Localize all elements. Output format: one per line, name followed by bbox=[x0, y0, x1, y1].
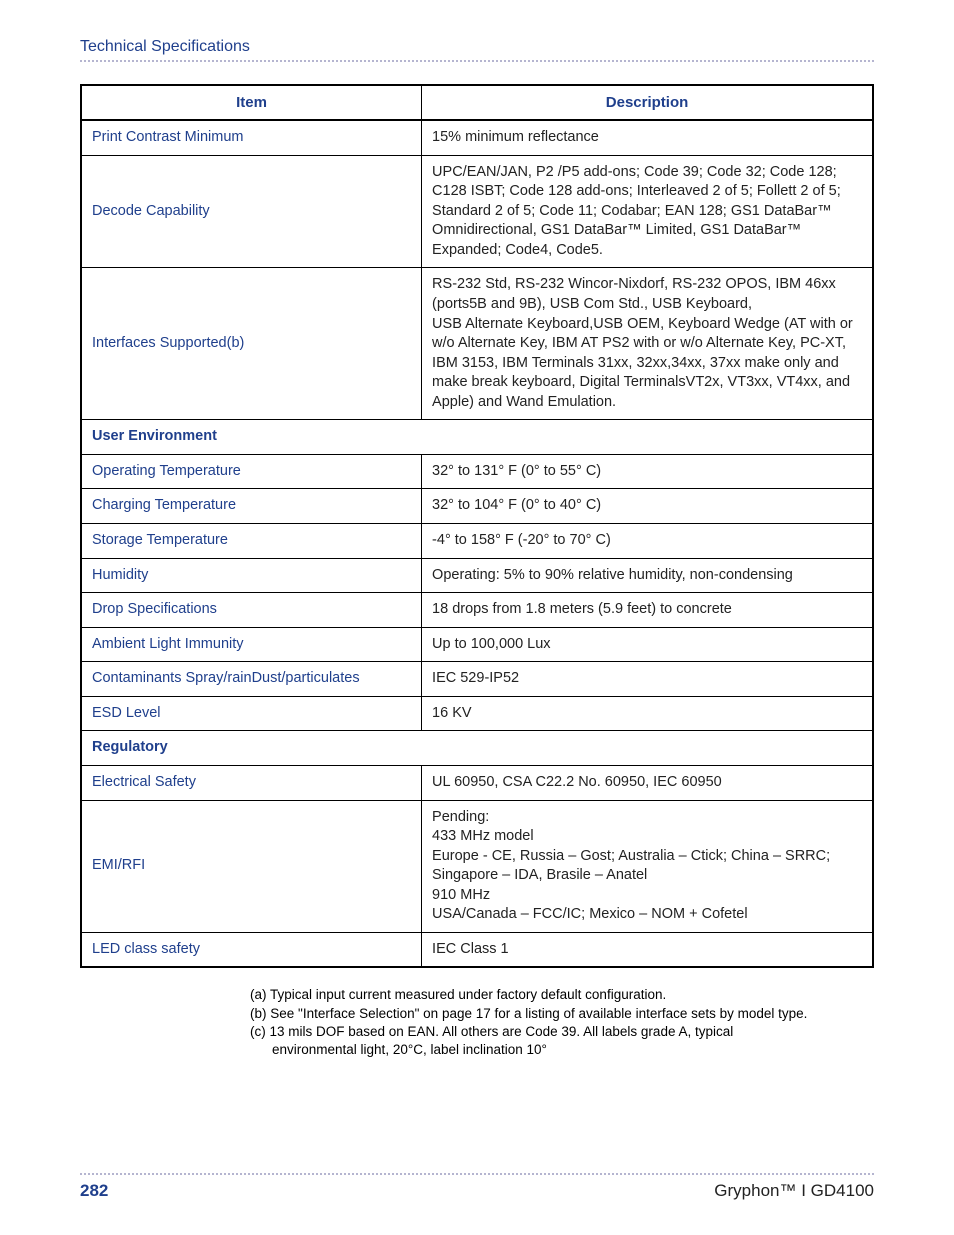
item-cell: Operating Temperature bbox=[81, 454, 422, 489]
description-cell: Pending: 433 MHz model Europe - CE, Russ… bbox=[422, 800, 873, 932]
footnote-b: (b) See "Interface Selection" on page 17… bbox=[250, 1005, 874, 1023]
table-header-row: Item Description bbox=[81, 85, 873, 120]
description-cell: UL 60950, CSA C22.2 No. 60950, IEC 60950 bbox=[422, 765, 873, 800]
document-title: Gryphon™ I GD4100 bbox=[714, 1181, 874, 1201]
description-cell: 18 drops from 1.8 meters (5.9 feet) to c… bbox=[422, 593, 873, 628]
item-cell: Ambient Light Immunity bbox=[81, 627, 422, 662]
table-row: Print Contrast Minimum15% minimum reflec… bbox=[81, 120, 873, 155]
table-row: HumidityOperating: 5% to 90% relative hu… bbox=[81, 558, 873, 593]
table-row: ESD Level16 KV bbox=[81, 696, 873, 731]
footnotes: (a) Typical input current measured under… bbox=[250, 986, 874, 1059]
page-number: 282 bbox=[80, 1181, 108, 1201]
description-cell: RS-232 Std, RS-232 Wincor-Nixdorf, RS-23… bbox=[422, 268, 873, 420]
description-cell: IEC Class 1 bbox=[422, 932, 873, 967]
table-row: Decode CapabilityUPC/EAN/JAN, P2 /P5 add… bbox=[81, 155, 873, 268]
item-cell: EMI/RFI bbox=[81, 800, 422, 932]
page-footer: 282 Gryphon™ I GD4100 bbox=[80, 1173, 874, 1201]
table-row: Storage Temperature-4° to 158° F (-20° t… bbox=[81, 524, 873, 559]
table-row: Ambient Light ImmunityUp to 100,000 Lux bbox=[81, 627, 873, 662]
description-cell: Operating: 5% to 90% relative humidity, … bbox=[422, 558, 873, 593]
description-cell: 16 KV bbox=[422, 696, 873, 731]
footnote-a: (a) Typical input current measured under… bbox=[250, 986, 874, 1004]
footnote-c-line1: (c) 13 mils DOF based on EAN. All others… bbox=[250, 1023, 874, 1041]
table-row: Interfaces Supported(b)RS-232 Std, RS-23… bbox=[81, 268, 873, 420]
item-cell: Print Contrast Minimum bbox=[81, 120, 422, 155]
description-cell: 32° to 131° F (0° to 55° C) bbox=[422, 454, 873, 489]
item-cell: Decode Capability bbox=[81, 155, 422, 268]
item-cell: Electrical Safety bbox=[81, 765, 422, 800]
item-cell: Drop Specifications bbox=[81, 593, 422, 628]
section-heading: User Environment bbox=[81, 420, 873, 455]
page-header-title: Technical Specifications bbox=[80, 38, 874, 56]
item-cell: Humidity bbox=[81, 558, 422, 593]
description-cell: IEC 529-IP52 bbox=[422, 662, 873, 697]
item-cell: Storage Temperature bbox=[81, 524, 422, 559]
item-cell: Interfaces Supported(b) bbox=[81, 268, 422, 420]
description-cell: Up to 100,000 Lux bbox=[422, 627, 873, 662]
item-cell: ESD Level bbox=[81, 696, 422, 731]
table-row: LED class safetyIEC Class 1 bbox=[81, 932, 873, 967]
description-cell: 32° to 104° F (0° to 40° C) bbox=[422, 489, 873, 524]
table-row: User Environment bbox=[81, 420, 873, 455]
description-cell: UPC/EAN/JAN, P2 /P5 add-ons; Code 39; Co… bbox=[422, 155, 873, 268]
header-description: Description bbox=[422, 85, 873, 120]
table-row: Charging Temperature32° to 104° F (0° to… bbox=[81, 489, 873, 524]
footer-divider bbox=[80, 1173, 874, 1175]
footnote-c-line2: environmental light, 20°C, label inclina… bbox=[250, 1041, 874, 1059]
description-cell: 15% minimum reflectance bbox=[422, 120, 873, 155]
item-cell: LED class safety bbox=[81, 932, 422, 967]
item-cell: Contaminants Spray/rainDust/particulates bbox=[81, 662, 422, 697]
item-cell: Charging Temperature bbox=[81, 489, 422, 524]
section-heading: Regulatory bbox=[81, 731, 873, 766]
table-row: Contaminants Spray/rainDust/particulates… bbox=[81, 662, 873, 697]
table-row: Operating Temperature32° to 131° F (0° t… bbox=[81, 454, 873, 489]
header-item: Item bbox=[81, 85, 422, 120]
table-row: EMI/RFIPending: 433 MHz model Europe - C… bbox=[81, 800, 873, 932]
specifications-table: Item Description Print Contrast Minimum1… bbox=[80, 84, 874, 968]
table-row: Drop Specifications18 drops from 1.8 met… bbox=[81, 593, 873, 628]
table-row: Regulatory bbox=[81, 731, 873, 766]
table-row: Electrical SafetyUL 60950, CSA C22.2 No.… bbox=[81, 765, 873, 800]
description-cell: -4° to 158° F (-20° to 70° C) bbox=[422, 524, 873, 559]
header-divider bbox=[80, 60, 874, 62]
